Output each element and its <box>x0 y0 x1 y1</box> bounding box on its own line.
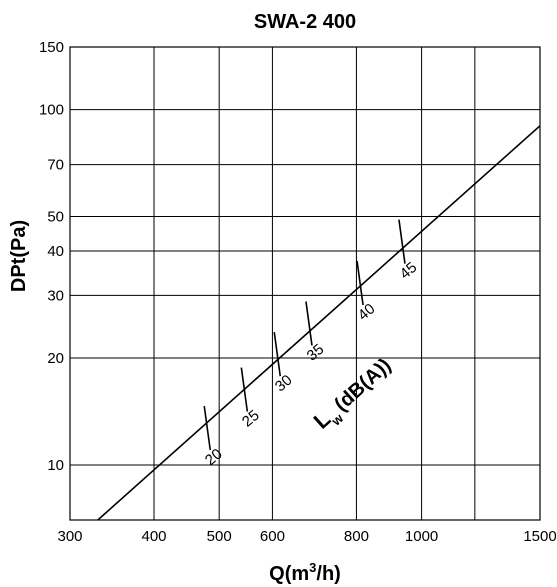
x-tick-label: 600 <box>260 528 285 545</box>
y-tick-label: 70 <box>47 157 64 174</box>
sound-mark-label: 20 <box>202 445 226 469</box>
sound-mark-label: 40 <box>355 300 379 324</box>
x-tick-label: 1000 <box>405 528 438 545</box>
plot-frame <box>69 46 541 521</box>
y-tick-label: 100 <box>39 102 64 119</box>
y-tick-label: 30 <box>47 287 64 304</box>
sound-mark-label: 35 <box>304 341 328 365</box>
sound-mark-tick <box>398 219 406 264</box>
sound-mark-label: 30 <box>272 372 296 396</box>
y-tick-label: 20 <box>47 350 64 367</box>
x-tick-label: 500 <box>207 528 232 545</box>
x-axis-label-main: Q(m <box>269 563 309 585</box>
x-axis-label-sup: 3 <box>309 560 316 575</box>
y-tick-label: 150 <box>39 39 64 56</box>
sound-mark-label: 25 <box>239 407 263 431</box>
x-axis-label-end: /h) <box>316 563 340 585</box>
y-tick-label: 50 <box>47 209 64 226</box>
y-tick-labels: 10 20 30 40 50 70 100 150 <box>39 39 64 474</box>
x-tick-labels: 300 400 500 600 800 1000 1500 <box>57 528 556 545</box>
sound-mark-tick <box>305 301 313 346</box>
sound-mark-tick <box>240 367 249 412</box>
x-tick-label: 400 <box>141 528 166 545</box>
y-axis-label: DPt(Pa) <box>8 220 30 292</box>
y-tick-label: 40 <box>47 243 64 260</box>
sound-mark-label: 45 <box>397 259 421 283</box>
chart-title: SWA-2 400 <box>254 11 356 33</box>
series-layer <box>97 125 541 521</box>
x-tick-label: 1500 <box>523 528 556 545</box>
system-curve <box>97 125 541 521</box>
x-tick-label: 300 <box>57 528 82 545</box>
y-tick-label: 10 <box>47 457 64 474</box>
sound-mark-tick <box>203 405 212 451</box>
sound-mark-tick <box>273 332 282 377</box>
sound-marks: 20 25 30 35 40 45 <box>202 219 421 469</box>
x-axis-label: Q(m3/h) <box>269 560 341 585</box>
grid <box>70 47 540 520</box>
sound-mark-tick <box>356 260 364 306</box>
sound-power-label: Lw(dB(A)) <box>309 352 399 437</box>
x-tick-label: 800 <box>344 528 369 545</box>
sound-power-label-unit: (dB(A)) <box>330 354 395 416</box>
